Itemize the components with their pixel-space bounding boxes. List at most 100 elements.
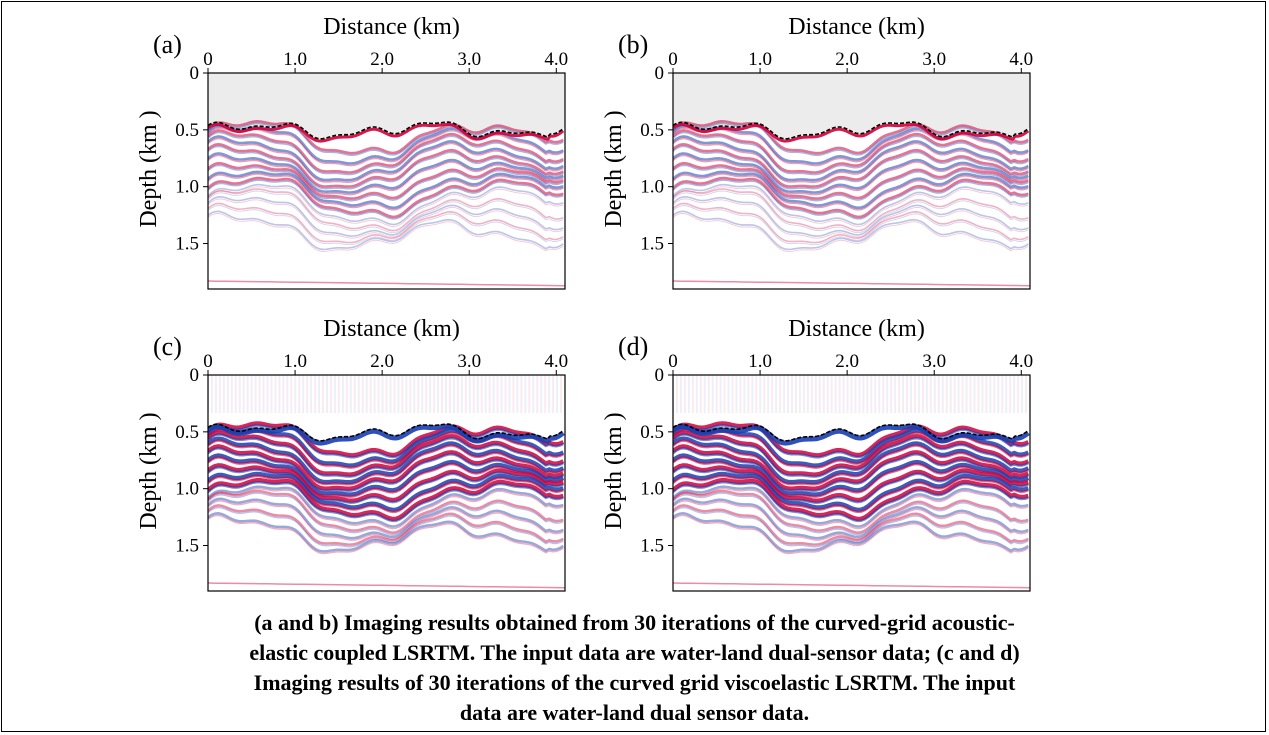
- reflector: [208, 444, 565, 491]
- reflector-side-lobe: [673, 179, 1029, 220]
- reflector-side-lobe: [673, 474, 1029, 514]
- reflector: [208, 142, 564, 188]
- reflector-side-lobe: [673, 122, 1029, 156]
- panel-label: (d): [618, 332, 648, 361]
- water-layer: [673, 73, 1030, 139]
- reflector: [208, 430, 565, 477]
- reflector: [673, 463, 1030, 503]
- x-tick-label: 4.0: [544, 351, 568, 372]
- x-tick-label: 0: [203, 351, 213, 372]
- y-tick-label: 0.5: [640, 422, 664, 443]
- reflector-side-lobe: [208, 198, 564, 239]
- figure-caption: (a and b) Imaging results obtained from …: [100, 608, 1169, 728]
- reflector-side-lobe: [673, 433, 1029, 478]
- y-tick-label: 0.5: [175, 120, 199, 141]
- reflector: [208, 188, 564, 232]
- reflector: [673, 152, 1029, 194]
- reflector-side-lobe: [208, 137, 564, 183]
- reflector: [208, 183, 564, 226]
- reflector-side-lobe: [208, 122, 564, 156]
- reflector-side-lobe: [673, 500, 1029, 541]
- seafloor-reflection: [673, 122, 1030, 143]
- x-tick-label: 3.0: [457, 49, 481, 70]
- x-tick-label: 2.0: [835, 49, 859, 70]
- reflector: [208, 135, 564, 182]
- reflector-side-lobe: [673, 506, 1029, 548]
- x-axis-label: Distance (km): [323, 316, 460, 342]
- reflector: [208, 497, 564, 540]
- seismic-image: [208, 73, 565, 289]
- y-tick-label: 0: [190, 365, 200, 386]
- reflector-side-lobe: [208, 492, 564, 536]
- reflector-side-lobe: [208, 439, 564, 486]
- x-axis-label: Distance (km): [788, 316, 925, 342]
- x-tick-label: 3.0: [922, 49, 946, 70]
- x-tick-label: 2.0: [370, 49, 394, 70]
- reflector-side-lobe: [208, 488, 564, 530]
- reflector-side-lobe: [208, 500, 564, 541]
- caption-line: elastic coupled LSRTM. The input data ar…: [249, 640, 1020, 665]
- reflector: [208, 463, 565, 503]
- reflector: [673, 210, 1029, 251]
- x-tick-label: 4.0: [1009, 351, 1033, 372]
- reflector-side-lobe: [673, 173, 1029, 211]
- reflector-side-lobe: [673, 439, 1029, 486]
- reflector-side-lobe: [208, 127, 564, 167]
- x-tick-label: 0: [203, 49, 213, 70]
- x-tick-label: 0: [668, 49, 678, 70]
- panel-label: (b): [618, 30, 648, 59]
- y-tick-label: 1.0: [640, 177, 664, 198]
- reflector: [208, 170, 564, 210]
- seismic-image: [673, 375, 1030, 591]
- reflector: [208, 202, 564, 244]
- x-tick-label: 1.0: [283, 351, 307, 372]
- reflector: [208, 210, 564, 251]
- reflector: [673, 142, 1029, 188]
- reflector: [673, 188, 1029, 232]
- reflector: [208, 453, 565, 497]
- x-tick-label: 3.0: [457, 351, 481, 372]
- reflector-side-lobe: [208, 205, 564, 246]
- reflector-side-lobe: [673, 212, 1029, 252]
- x-axis-label: Distance (km): [788, 14, 925, 40]
- reflector-side-lobe: [673, 205, 1029, 246]
- seafloor-line: [208, 121, 564, 140]
- y-tick-label: 0: [655, 63, 665, 84]
- reflector: [673, 129, 1029, 174]
- reflector: [673, 183, 1029, 226]
- caption-line: Imaging results of 30 iterations of the …: [253, 670, 1016, 695]
- reflector-side-lobe: [673, 466, 1029, 504]
- panel-c: 0 1.0 2.0 3.0 4.0 0 0.5 1.0 1.5 Distance (km) Dept…: [136, 316, 568, 592]
- panel-d: 0 1.0 2.0 3.0 4.0 0 0.5 1.0 1.5 Distance (km) Dept…: [601, 316, 1033, 592]
- reflector-side-lobe: [208, 433, 564, 478]
- reflector: [673, 504, 1029, 546]
- reflector-side-lobe: [673, 145, 1029, 190]
- reflector-side-lobe: [208, 424, 564, 459]
- x-tick-label: 1.0: [283, 49, 307, 70]
- reflector-side-lobe: [673, 492, 1029, 536]
- seismic-image: [673, 73, 1030, 289]
- reflector-side-lobe: [673, 137, 1029, 183]
- reflector: [673, 444, 1030, 491]
- axes-frame: [672, 72, 1031, 290]
- reflector-side-lobe: [673, 127, 1029, 167]
- y-tick-label: 0: [655, 365, 665, 386]
- reflector-side-lobe: [673, 424, 1029, 459]
- seafloor-reflection: [208, 423, 565, 446]
- reflector-side-lobe: [208, 474, 564, 514]
- reflector: [673, 196, 1029, 237]
- reflector-side-lobe: [208, 456, 564, 498]
- y-tick-label: 1.5: [175, 234, 199, 255]
- reflector-side-lobe: [673, 488, 1029, 530]
- reflector: [673, 453, 1030, 497]
- reflector-side-lobe: [673, 186, 1029, 228]
- reflector: [673, 512, 1029, 553]
- deep-reflector: [673, 280, 1030, 287]
- x-axis-label: Distance (km): [323, 14, 460, 40]
- reflector: [208, 421, 565, 458]
- reflector-side-lobe: [673, 198, 1029, 239]
- deep-reflector: [208, 280, 565, 287]
